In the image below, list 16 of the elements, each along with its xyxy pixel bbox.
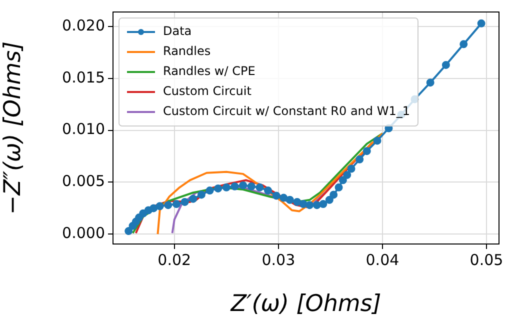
legend-label: Randles — [163, 44, 211, 58]
y-tick-label: 0.005 — [62, 172, 105, 190]
x-axis-title: Z′(ω) [Ohms] — [230, 291, 382, 318]
y-axis-title: −Z″(ω) [Ohms] — [0, 41, 26, 215]
y-tick-label: 0.020 — [62, 16, 105, 34]
x-tick-label: 0.02 — [158, 250, 192, 269]
y-tick-label: 0.010 — [62, 120, 105, 138]
legend-label: Custom Circuit w/ Constant R0 and W1_1 — [163, 104, 410, 118]
legend-label: Custom Circuit — [163, 84, 252, 98]
legend-label: Data — [163, 24, 192, 38]
y-tick-label: 0.015 — [62, 68, 105, 86]
x-tick-label: 0.04 — [366, 250, 400, 269]
x-tick-label: 0.03 — [262, 250, 296, 269]
legend-label: Randles w/ CPE — [163, 64, 256, 78]
x-tick-label: 0.05 — [470, 250, 504, 269]
y-tick-label: 0.000 — [62, 224, 105, 242]
